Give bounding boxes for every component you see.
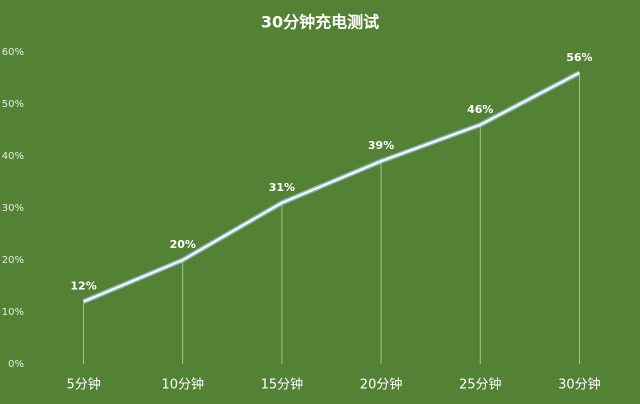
line xyxy=(83,71,580,303)
y-tick-label: 0% xyxy=(8,359,24,370)
value-label: 12% xyxy=(70,280,96,293)
value-label: 39% xyxy=(368,139,394,152)
chart-title: 30分钟充电测试 xyxy=(261,13,379,32)
y-tick-label: 30% xyxy=(2,203,24,214)
x-tick-label: 15分钟 xyxy=(261,377,304,393)
value-label: 20% xyxy=(170,238,196,251)
x-tick-label: 30分钟 xyxy=(558,377,601,393)
x-tick-label: 10分钟 xyxy=(161,377,204,393)
x-tick-label: 20分钟 xyxy=(360,377,403,393)
y-tick-label: 50% xyxy=(2,99,24,110)
y-tick-label: 60% xyxy=(2,47,24,58)
y-tick-label: 20% xyxy=(2,255,24,266)
x-tick-label: 5分钟 xyxy=(66,377,100,393)
value-label: 31% xyxy=(269,181,295,194)
value-label: 56% xyxy=(566,51,592,64)
x-tick-label: 25分钟 xyxy=(459,377,502,393)
value-label: 46% xyxy=(467,103,493,116)
y-tick-label: 10% xyxy=(2,307,24,318)
y-tick-label: 40% xyxy=(2,151,24,162)
